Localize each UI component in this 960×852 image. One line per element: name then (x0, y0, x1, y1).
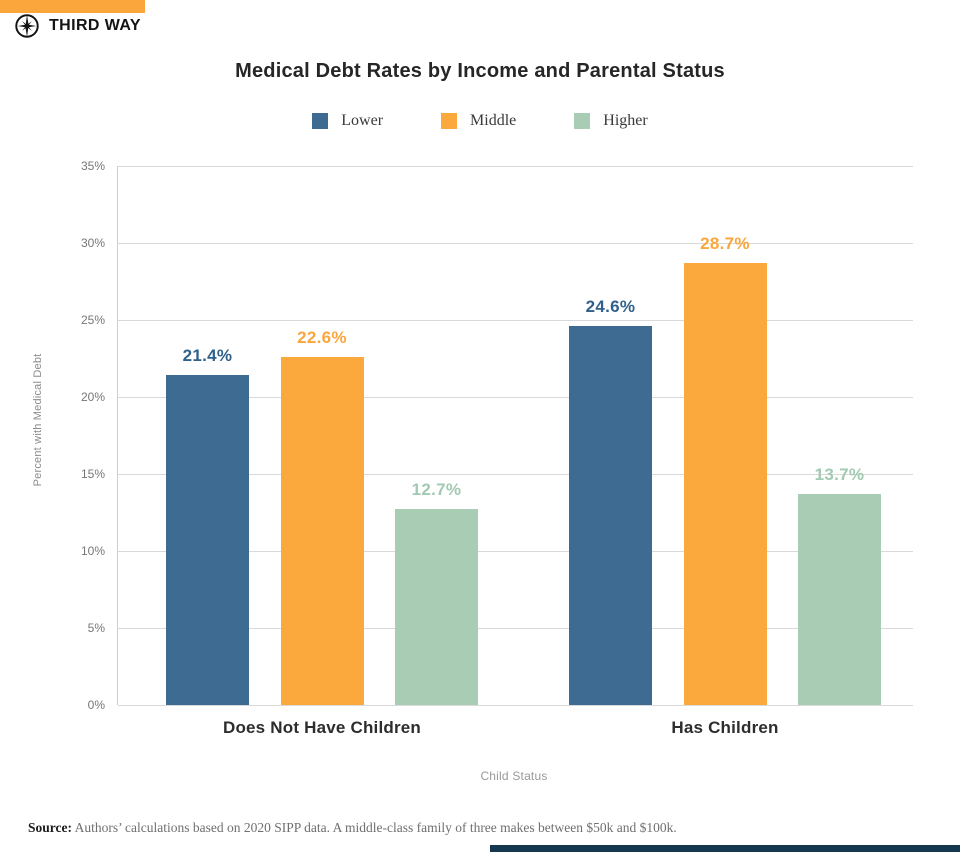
category-label-does-not-have-children: Does Not Have Children (222, 718, 422, 737)
bar-has-children-lower (569, 326, 652, 705)
legend-label: Lower (341, 112, 384, 129)
y-tick-label-30%: 30% (80, 236, 105, 250)
bar-does-not-have-children-higher (395, 509, 478, 705)
gridline-35% (118, 165, 913, 167)
bar-value-label-does-not-have-children-middle: 22.6% (297, 327, 347, 347)
legend-swatch-lower (312, 113, 329, 129)
gridline-20% (118, 396, 913, 398)
legend-label: Middle (470, 112, 517, 129)
legend-item-lower: Lower (312, 112, 383, 130)
gridline-5% (118, 627, 913, 629)
bar-value-label-does-not-have-children-higher: 12.7% (411, 480, 462, 500)
y-tick-label-10%: 10% (80, 544, 105, 558)
bar-value-label-has-children-lower: 24.6% (585, 297, 636, 317)
bar-does-not-have-children-middle (280, 356, 364, 705)
plot-area: 0% 5% 10% 15% 20% 25% 30% 35% 21.4% 22.6% 12.7% Doe… (81, 159, 913, 737)
source-text: Authors’ calculations based on 2020 SIPP… (72, 820, 677, 835)
compass-icon (14, 13, 40, 39)
bar-has-children-higher (798, 494, 881, 705)
y-tick-label-35%: 35% (80, 159, 105, 173)
bar-value-label-has-children-middle: 28.7% (700, 234, 750, 254)
page-title: Medical Debt Rates by Income and Parenta… (235, 60, 725, 82)
chart-legend: Lower Middle Higher (0, 112, 960, 130)
brand-logo: THIRD WAY (14, 13, 141, 39)
gridline-30% (118, 242, 913, 244)
y-tick-label-15%: 15% (80, 467, 105, 481)
y-tick-label-0%: 0% (87, 698, 105, 712)
category-label-has-children: Has Children (671, 718, 779, 737)
bar-value-label-does-not-have-children-lower: 21.4% (182, 346, 233, 366)
gridline-10% (118, 550, 913, 552)
bar-has-children-middle (683, 263, 767, 705)
legend-swatch-higher (574, 113, 591, 129)
gridline-0% (118, 704, 913, 706)
top-accent-bar (0, 0, 145, 13)
legend-item-middle: Middle (441, 112, 516, 130)
gridline-25% (118, 319, 913, 321)
gridline-15% (118, 473, 913, 475)
x-axis-title: Child Status (480, 769, 548, 783)
y-tick-label-20%: 20% (80, 390, 105, 404)
y-tick-label-25%: 25% (80, 313, 105, 327)
legend-label: Higher (603, 112, 648, 129)
source-note: Source: Authors’ calculations based on 2… (28, 820, 677, 836)
brand-name: THIRD WAY (49, 17, 141, 34)
bar-does-not-have-children-lower (166, 375, 249, 705)
source-label: Source: (28, 820, 72, 835)
bottom-accent-bar (490, 845, 960, 852)
legend-swatch-middle (441, 113, 458, 129)
y-tick-label-5%: 5% (87, 621, 105, 635)
bar-value-label-has-children-higher: 13.7% (814, 465, 865, 485)
legend-item-higher: Higher (574, 112, 648, 130)
